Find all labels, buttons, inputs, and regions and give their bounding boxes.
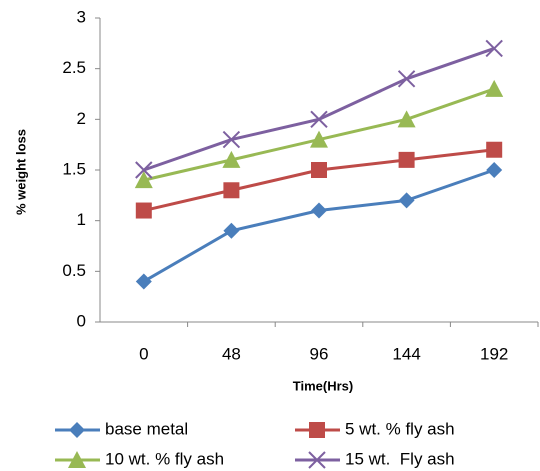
marker: [397, 70, 416, 88]
series-line: [143, 168, 495, 283]
marker: [222, 150, 241, 168]
marker: [69, 422, 85, 438]
legend-label: base metal: [105, 419, 188, 438]
y-tick-label: 1: [77, 210, 86, 229]
marker: [310, 130, 328, 148]
marker: [485, 39, 503, 58]
marker: [222, 130, 241, 149]
y-axis-title: % weight loss: [13, 129, 28, 215]
x-tick-label: 0: [139, 344, 148, 363]
legend-label: 5 wt. % fly ash: [345, 419, 455, 438]
y-tick-label: 2: [77, 109, 86, 128]
marker: [486, 141, 503, 158]
marker: [486, 162, 503, 178]
marker: [309, 422, 325, 438]
marker: [135, 202, 152, 219]
marker: [134, 171, 153, 189]
marker: [485, 79, 504, 97]
x-tick-label: 144: [392, 344, 420, 363]
x-tick-label: 48: [222, 344, 241, 363]
marker: [223, 222, 240, 239]
marker: [398, 192, 415, 209]
marker: [308, 451, 326, 469]
marker: [223, 182, 240, 199]
x-tick-label: 96: [310, 344, 329, 363]
marker: [68, 451, 86, 468]
legend-label: 15 wt. Fly ash: [345, 449, 455, 468]
marker: [135, 273, 152, 290]
marker: [310, 110, 328, 129]
marker: [135, 161, 153, 179]
marker: [311, 162, 327, 178]
y-tick-label: 0: [77, 311, 86, 330]
y-tick-label: 1.5: [62, 159, 86, 178]
x-tick-label: 192: [480, 344, 508, 363]
y-tick-label: 2.5: [62, 58, 86, 77]
marker: [398, 151, 415, 168]
x-axis-title: Time(Hrs): [293, 378, 353, 393]
y-tick-label: 3: [77, 7, 86, 26]
marker: [311, 202, 327, 219]
legend-label: 10 wt. % fly ash: [105, 449, 224, 468]
series-line: [143, 148, 495, 212]
series-line: [143, 46, 495, 172]
y-tick-label: 0.5: [62, 261, 86, 280]
marker: [397, 110, 416, 128]
